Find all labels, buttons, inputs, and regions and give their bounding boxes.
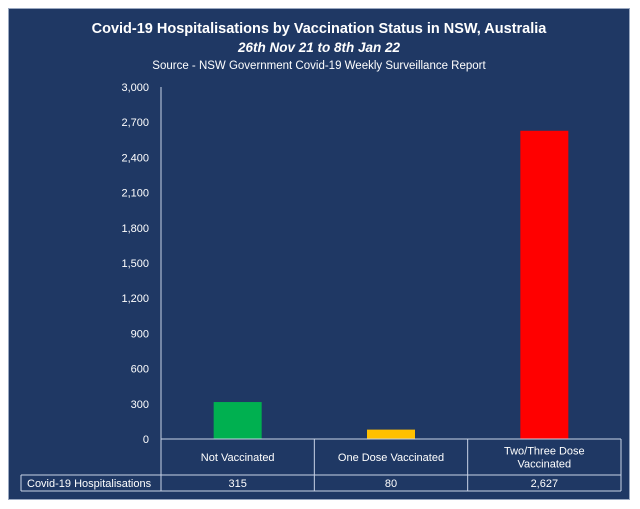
y-tick-label: 3,000 <box>121 82 149 94</box>
series-name-label: Covid-19 Hospitalisations <box>27 478 152 490</box>
y-tick-label: 0 <box>143 434 149 446</box>
chart-title: Covid-19 Hospitalisations by Vaccination… <box>91 21 547 37</box>
y-tick-label: 1,800 <box>121 223 149 235</box>
category-label: One Dose Vaccinated <box>338 452 444 464</box>
bar-2 <box>367 429 415 439</box>
chart-source: Source - NSW Government Covid-19 Weekly … <box>152 60 486 72</box>
y-tick-label: 2,100 <box>121 188 149 200</box>
data-table-value: 315 <box>228 478 246 490</box>
y-tick-label: 300 <box>131 399 149 411</box>
y-tick-label: 2,700 <box>121 117 149 129</box>
chart-subtitle: 26th Nov 21 to 8th Jan 22 <box>237 40 401 55</box>
y-tick-label: 600 <box>131 364 149 376</box>
data-table-value: 2,627 <box>531 478 559 490</box>
bar-chart: 0 300 600 900 1,200 1,500 1,800 2,100 2,400 2,700… <box>20 82 622 492</box>
y-tick-label: 1,500 <box>121 258 149 270</box>
y-tick-label: 2,400 <box>121 152 149 164</box>
category-label: Two/Three Dose <box>504 446 585 458</box>
bar-1 <box>213 402 262 439</box>
bar-3 <box>520 130 569 440</box>
chart-frame: Covid-19 Hospitalisations by Vaccination… <box>8 8 630 500</box>
category-label: Vaccinated <box>518 459 572 471</box>
category-label: Not Vaccinated <box>201 452 275 464</box>
data-table-value: 80 <box>385 478 397 490</box>
y-tick-label: 1,200 <box>121 293 149 305</box>
y-tick-label: 900 <box>131 328 149 340</box>
